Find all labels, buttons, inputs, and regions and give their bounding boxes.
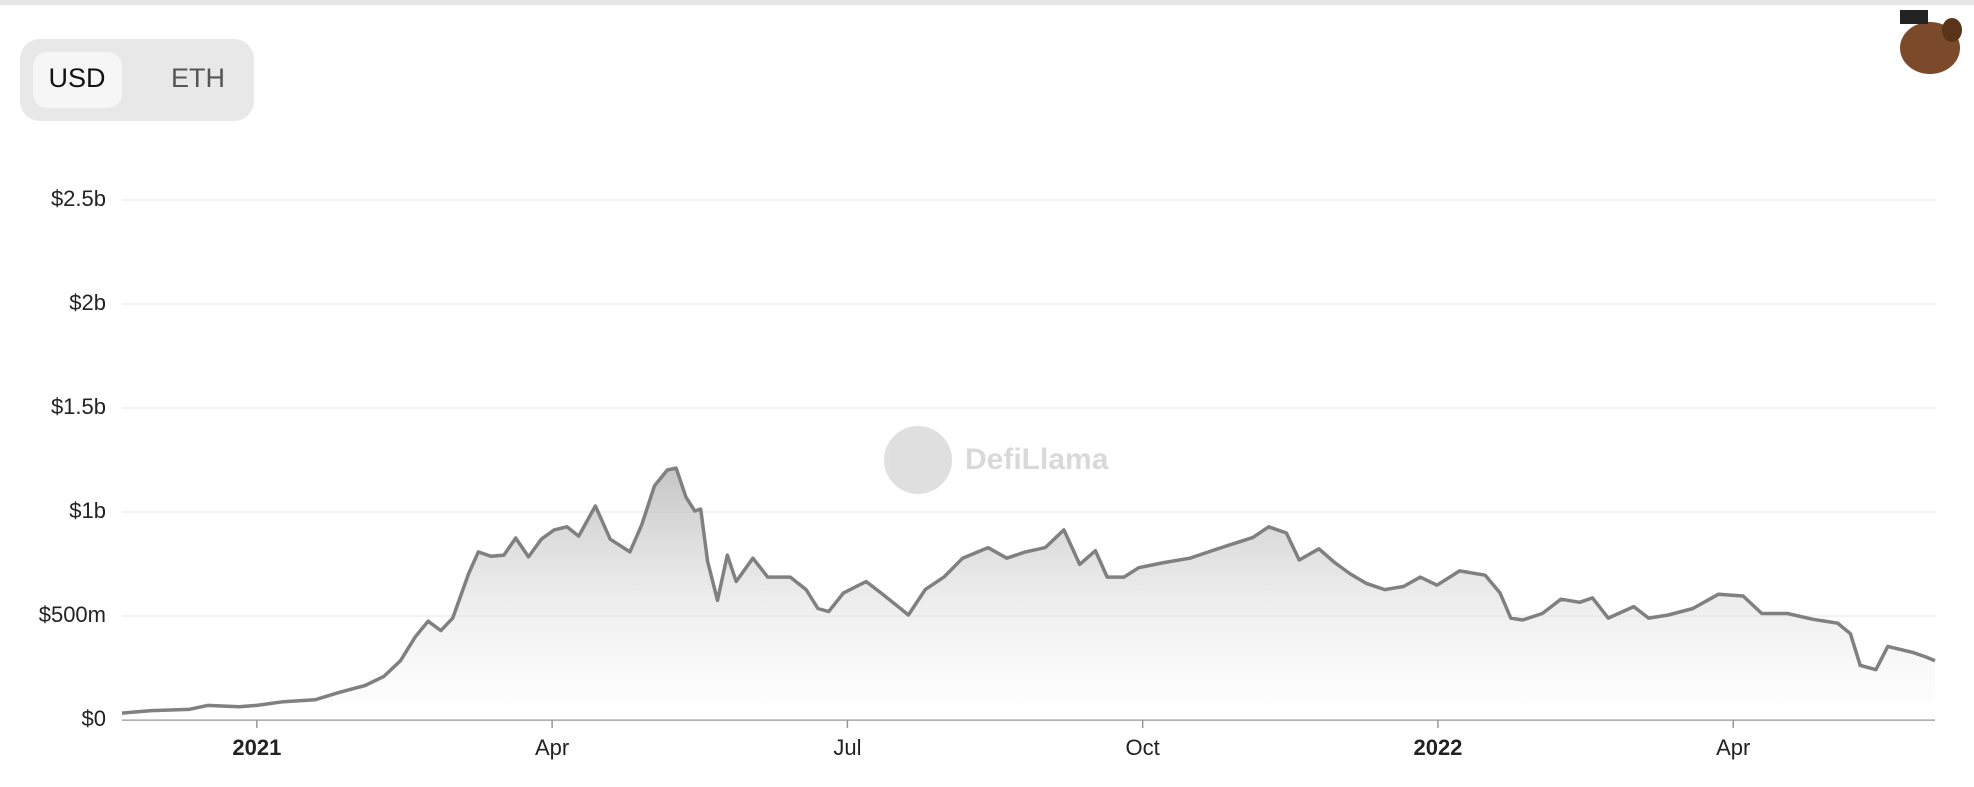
- x-tick-label: Apr: [1716, 735, 1750, 760]
- x-tick-label: 2021: [232, 735, 281, 760]
- y-tick-label: $0: [82, 706, 106, 731]
- toggle-usd[interactable]: USD: [48, 63, 105, 93]
- x-tick-label: Jul: [833, 735, 861, 760]
- y-tick-label: $2.5b: [51, 186, 106, 211]
- top-bar: [0, 0, 1974, 5]
- area-line: [121, 466, 1936, 715]
- x-tick-label: 2022: [1413, 735, 1462, 760]
- area-fill: [122, 468, 1935, 720]
- x-tick-label: Apr: [535, 735, 569, 760]
- x-tick-label: Oct: [1126, 735, 1160, 760]
- y-tick-label: $500m: [39, 602, 106, 627]
- y-tick-label: $2b: [69, 290, 106, 315]
- avatar: [1896, 8, 1962, 76]
- toggle-eth[interactable]: ETH: [171, 63, 225, 93]
- watermark: DefiLlama: [884, 426, 1109, 494]
- y-tick-label: $1b: [69, 498, 106, 523]
- toggle-active[interactable]: [33, 52, 122, 108]
- watermark-text: DefiLlama: [965, 443, 1109, 476]
- y-tick-label: $1.5b: [51, 394, 106, 419]
